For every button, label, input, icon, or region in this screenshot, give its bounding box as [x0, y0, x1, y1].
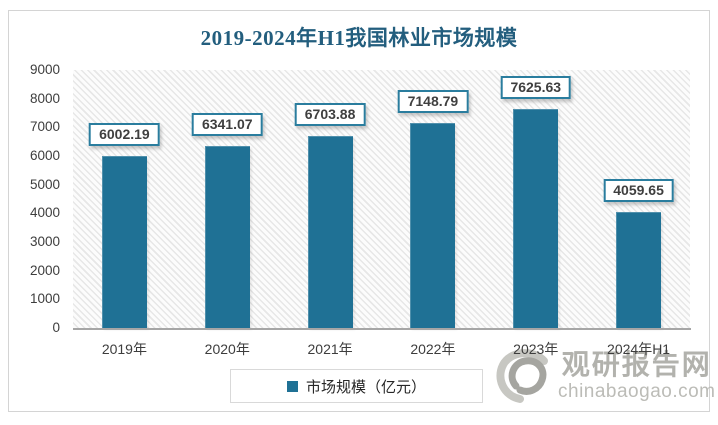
- y-tick-label: 7000: [29, 119, 60, 135]
- legend-box: 市场规模（亿元）: [230, 369, 483, 403]
- bar: [410, 123, 456, 328]
- y-tick-label: 0: [52, 320, 60, 335]
- y-tick-label: 5000: [29, 176, 60, 192]
- watermark: 观研报告网 chinabaogao.com: [494, 348, 716, 406]
- y-tick-label: 6000: [29, 148, 60, 163]
- watermark-site-name: 观研报告网: [561, 349, 712, 380]
- x-category-label: 2023年: [513, 341, 559, 357]
- x-category-label: 2021年: [307, 341, 353, 357]
- y-tick-label: 2000: [29, 262, 60, 278]
- chart-frame-border: [8, 10, 710, 412]
- x-category-label: 2022年: [410, 341, 456, 357]
- x-axis-line: [73, 328, 691, 330]
- legend-marker-square: [286, 380, 298, 392]
- bar: [513, 109, 559, 328]
- bar-value-label: 6341.07: [191, 113, 263, 137]
- x-category-label: 2024年H1: [607, 341, 671, 357]
- y-tick-label: 8000: [29, 90, 60, 106]
- watermark-text: 观研报告网 chinabaogao.com: [558, 348, 716, 403]
- legend-label: 市场规模（亿元）: [305, 378, 426, 396]
- y-tick-label: 3000: [29, 234, 60, 249]
- bar-value-label: 6002.19: [89, 122, 160, 146]
- bar: [101, 155, 147, 328]
- watermark-site-domain: chinabaogao.com: [558, 381, 716, 402]
- y-tick-label: 9000: [29, 62, 60, 77]
- bar: [307, 135, 353, 328]
- x-category-label: 2019年: [101, 341, 147, 357]
- bar: [204, 146, 250, 328]
- bar: [616, 211, 662, 328]
- plot-area: [73, 70, 690, 328]
- swirl-logo-icon: [496, 349, 548, 403]
- chart-title: 2019-2024年H1我国林业市场规模: [200, 26, 518, 50]
- y-tick-label: 1000: [29, 291, 60, 307]
- x-category-label: 2020年: [204, 341, 250, 357]
- bar-value-label: 7625.63: [500, 76, 572, 100]
- bar-value-label: 4059.65: [603, 178, 674, 202]
- y-tick-label: 4000: [29, 205, 60, 221]
- bar-value-label: 7148.79: [397, 90, 469, 114]
- bar-value-label: 6703.88: [294, 102, 366, 126]
